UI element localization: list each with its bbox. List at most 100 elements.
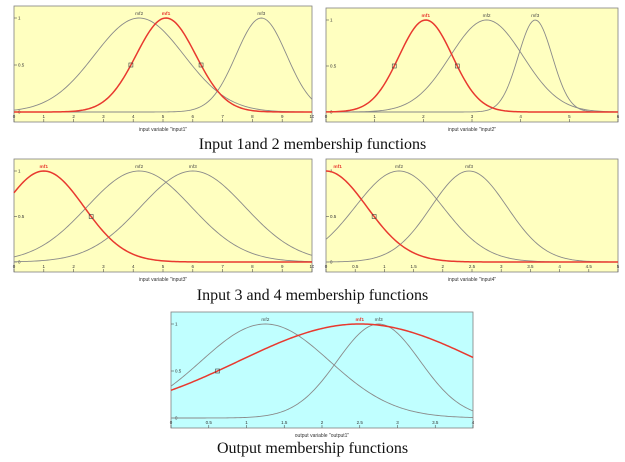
x-tick-label: 0 — [325, 114, 328, 119]
x-axis-label: input variable "input2" — [448, 127, 497, 133]
x-tick-label: 6 — [192, 114, 195, 119]
x-tick-label: 0 — [13, 114, 16, 119]
x-tick-label: 10 — [309, 114, 314, 119]
half-height-marker — [454, 63, 460, 69]
series-line-mf2 — [326, 19, 619, 113]
x-tick-label: 3 — [102, 264, 105, 269]
series-line-mf3 — [13, 170, 313, 263]
series-label-mf1: mf1 — [333, 164, 342, 170]
x-axis-label: input variable "input1" — [139, 127, 188, 133]
plot-area — [325, 158, 619, 273]
x-tick-label: 7 — [221, 114, 224, 119]
x-tick-label: 9 — [281, 264, 284, 269]
y-tick-label: 0.5 — [18, 63, 25, 68]
series-line-mf2 — [13, 17, 313, 113]
x-axis-label: output variable "output1" — [295, 433, 350, 439]
x-tick-label: 4 — [519, 114, 522, 119]
x-tick-label: 2.5 — [469, 264, 476, 269]
series-label-mf1: mf1 — [40, 164, 49, 170]
series-line-mf1 — [14, 17, 312, 113]
x-tick-label: 8 — [251, 264, 254, 269]
x-tick-label: 10 — [309, 264, 314, 269]
x-tick-label: 2 — [72, 114, 75, 119]
caption-inputs-1-2: Input 1and 2 membership functions — [198, 136, 427, 153]
x-tick-label: 4 — [472, 420, 475, 425]
x-tick-label: 2 — [422, 114, 425, 119]
plot-area — [13, 5, 313, 123]
half-height-marker — [215, 368, 220, 374]
x-tick-label: 3.5 — [432, 420, 439, 425]
x-tick-label: 3 — [500, 264, 503, 269]
x-tick-label: 2 — [442, 264, 445, 269]
x-tick-label: 1 — [43, 114, 46, 119]
x-tick-label: 1 — [43, 264, 46, 269]
y-tick-label: 1 — [18, 169, 21, 174]
chart-output: 0 0.5 1 0 0.5 1 1.5 2 2.5 3 3.5 4 output variable "o… — [165, 310, 475, 440]
series-line-mf1 — [170, 323, 474, 391]
series-line-mf1 — [13, 170, 312, 263]
x-tick-label: 3 — [102, 114, 105, 119]
x-tick-label: 5 — [162, 114, 165, 119]
x-tick-label: 7 — [221, 264, 224, 269]
series-label-mf3: mf3 — [465, 164, 473, 170]
series-label-mf3: mf3 — [257, 11, 265, 17]
y-tick-label: 1 — [175, 322, 178, 327]
series-line-mf2 — [170, 323, 474, 418]
series-label-mf2: mf2 — [483, 13, 491, 19]
x-tick-label: 4 — [132, 264, 135, 269]
half-height-marker — [391, 63, 397, 69]
chart-input2: 0 0.5 1 0 1 2 3 4 5 6 input variable "input2" mf2 mf… — [320, 6, 620, 134]
x-tick-label: 2 — [72, 264, 75, 269]
series-line-mf3 — [171, 323, 474, 419]
series-label-mf3: mf3 — [375, 317, 383, 323]
series-line-mf3 — [326, 19, 618, 113]
y-tick-label: 0.5 — [175, 369, 182, 374]
series-line-mf1 — [325, 170, 618, 263]
x-tick-label: 0.5 — [352, 264, 359, 269]
x-axis-label: input variable "input4" — [448, 277, 497, 283]
x-tick-label: 9 — [281, 114, 284, 119]
x-tick-label: 1.5 — [410, 264, 417, 269]
caption-output: Output membership functions — [216, 440, 409, 457]
series-label-mf1: mf1 — [162, 11, 171, 17]
half-height-marker — [88, 214, 94, 219]
x-tick-label: 4.5 — [586, 264, 593, 269]
y-tick-label: 1 — [18, 16, 21, 21]
x-tick-label: 3.5 — [527, 264, 534, 269]
x-tick-label: 5 — [568, 114, 571, 119]
series-label-mf2: mf2 — [261, 317, 269, 323]
series-label-mf3: mf3 — [189, 164, 197, 170]
series-label-mf1: mf1 — [422, 13, 431, 19]
chart-input4: 0 0.5 1 0 0.5 1 1.5 2 2.5 3 3.5 4 4.5 5 input variable… — [320, 157, 620, 284]
x-tick-label: 0.5 — [206, 420, 213, 425]
x-tick-label: 2 — [321, 420, 324, 425]
x-tick-label: 0 — [325, 264, 328, 269]
x-tick-label: 6 — [192, 264, 195, 269]
series-label-mf2: mf2 — [395, 164, 403, 170]
half-height-marker — [371, 214, 377, 219]
x-tick-label: 6 — [617, 114, 620, 119]
y-tick-label: 1 — [330, 169, 333, 174]
series-line-mf2 — [13, 170, 313, 263]
plot-area — [13, 158, 313, 273]
series-label-mf2: mf2 — [135, 164, 143, 170]
y-tick-label: 0.5 — [18, 214, 25, 219]
x-tick-label: 2.5 — [357, 420, 364, 425]
series-label-mf2: mf2 — [135, 11, 143, 17]
series-label-mf1: mf1 — [355, 317, 364, 323]
y-tick-label: 0.5 — [330, 214, 337, 219]
series-line-mf3 — [325, 170, 619, 263]
x-tick-label: 0 — [13, 264, 16, 269]
half-height-marker — [198, 62, 204, 68]
x-tick-label: 1 — [383, 264, 386, 269]
x-axis-label: input variable "input3" — [139, 277, 188, 283]
series-label-mf3: mf3 — [531, 13, 539, 19]
y-tick-label: 0.5 — [330, 64, 337, 69]
x-tick-label: 1 — [245, 420, 248, 425]
x-tick-label: 4 — [558, 264, 561, 269]
